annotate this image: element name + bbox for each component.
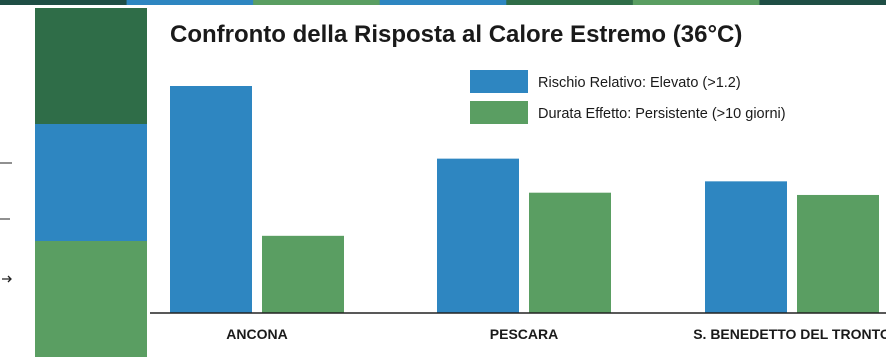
bar-durata-0 — [262, 235, 344, 313]
top-strip-segment — [379, 0, 508, 5]
left-arrow-icon — [2, 275, 12, 283]
bar-rischio-0 — [170, 86, 252, 313]
chart-legend: Rischio Relativo: Elevato (>1.2) Durata E… — [470, 70, 786, 124]
top-strip-segment — [253, 0, 381, 5]
left-stack-segment — [35, 241, 147, 357]
legend-swatch — [470, 101, 528, 124]
bar-durata-1 — [529, 192, 611, 313]
top-strip-segment — [126, 0, 255, 5]
bar-rischio-1 — [437, 158, 519, 313]
bar-durata-2 — [797, 194, 879, 313]
left-stack-segment — [35, 124, 147, 241]
x-tick-label: ANCONA — [226, 326, 287, 342]
bar-group — [170, 86, 879, 313]
chart-title: Confronto della Risposta al Calore Estre… — [170, 21, 742, 48]
x-tick-label: S. BENEDETTO DEL TRONTO — [693, 326, 886, 342]
bar-rischio-2 — [705, 181, 787, 313]
legend-label: Rischio Relativo: Elevato (>1.2) — [538, 75, 741, 91]
legend-swatch — [470, 70, 528, 93]
legend-label: Durata Effetto: Persistente (>10 giorni) — [538, 106, 786, 122]
top-decorative-strip — [0, 0, 886, 5]
top-strip-segment — [759, 0, 886, 5]
top-strip-segment — [632, 0, 761, 5]
x-axis-labels: ANCONA PESCARA S. BENEDETTO DEL TRONTO — [226, 326, 886, 342]
x-tick-label: PESCARA — [490, 326, 558, 342]
left-stack-segment — [35, 8, 147, 124]
left-stacked-panel — [0, 8, 147, 357]
top-strip-segment — [506, 0, 634, 5]
top-strip-segment — [0, 0, 128, 5]
